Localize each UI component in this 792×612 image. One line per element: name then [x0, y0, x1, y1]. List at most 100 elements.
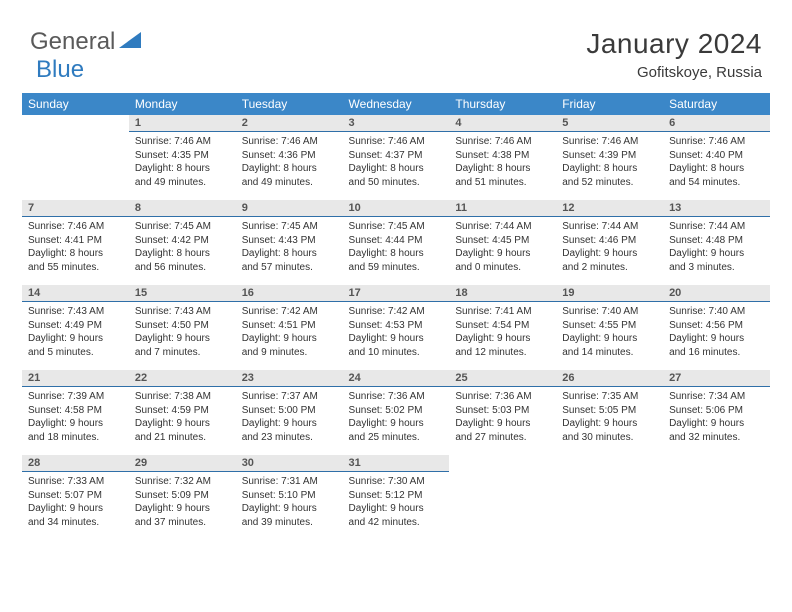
day-number: 14 [22, 285, 129, 302]
day-line: and 59 minutes. [349, 261, 444, 275]
day-line: and 42 minutes. [349, 516, 444, 530]
day-body: Sunrise: 7:46 AMSunset: 4:35 PMDaylight:… [129, 132, 236, 193]
day-line: Sunset: 5:02 PM [349, 404, 444, 418]
day-line: and 9 minutes. [242, 346, 337, 360]
day-line: Sunrise: 7:42 AM [242, 305, 337, 319]
day-number [449, 455, 556, 472]
day-line: Sunrise: 7:43 AM [28, 305, 123, 319]
day-body: Sunrise: 7:33 AMSunset: 5:07 PMDaylight:… [22, 472, 129, 533]
day-line: and 0 minutes. [455, 261, 550, 275]
day-body: Sunrise: 7:46 AMSunset: 4:40 PMDaylight:… [663, 132, 770, 193]
day-line: and 3 minutes. [669, 261, 764, 275]
day-line: Sunrise: 7:32 AM [135, 475, 230, 489]
day-number [556, 455, 663, 472]
day-line: Daylight: 9 hours [242, 332, 337, 346]
day-body: Sunrise: 7:42 AMSunset: 4:53 PMDaylight:… [343, 302, 450, 363]
day-line: Sunset: 4:39 PM [562, 149, 657, 163]
day-line: Sunset: 5:06 PM [669, 404, 764, 418]
day-line: Sunset: 5:12 PM [349, 489, 444, 503]
day-body [663, 472, 770, 479]
day-line: Sunrise: 7:46 AM [28, 220, 123, 234]
day-line: Sunset: 4:50 PM [135, 319, 230, 333]
day-line: Sunset: 5:03 PM [455, 404, 550, 418]
day-line: Daylight: 9 hours [455, 247, 550, 261]
calendar-cell: 15Sunrise: 7:43 AMSunset: 4:50 PMDayligh… [129, 285, 236, 370]
day-number: 12 [556, 200, 663, 217]
day-number: 20 [663, 285, 770, 302]
calendar-cell: 4Sunrise: 7:46 AMSunset: 4:38 PMDaylight… [449, 115, 556, 200]
day-number [22, 115, 129, 132]
calendar-cell: 16Sunrise: 7:42 AMSunset: 4:51 PMDayligh… [236, 285, 343, 370]
day-line: Sunrise: 7:45 AM [242, 220, 337, 234]
day-line: and 56 minutes. [135, 261, 230, 275]
day-body: Sunrise: 7:45 AMSunset: 4:44 PMDaylight:… [343, 217, 450, 278]
day-number: 5 [556, 115, 663, 132]
day-line: Sunrise: 7:46 AM [455, 135, 550, 149]
day-body [22, 132, 129, 139]
day-number: 10 [343, 200, 450, 217]
calendar-cell: 21Sunrise: 7:39 AMSunset: 4:58 PMDayligh… [22, 370, 129, 455]
calendar-cell: 3Sunrise: 7:46 AMSunset: 4:37 PMDaylight… [343, 115, 450, 200]
day-line: and 34 minutes. [28, 516, 123, 530]
day-body: Sunrise: 7:43 AMSunset: 4:50 PMDaylight:… [129, 302, 236, 363]
day-line: Daylight: 9 hours [135, 332, 230, 346]
day-line: Sunrise: 7:44 AM [562, 220, 657, 234]
day-line: Sunset: 4:48 PM [669, 234, 764, 248]
day-body: Sunrise: 7:46 AMSunset: 4:36 PMDaylight:… [236, 132, 343, 193]
day-number: 17 [343, 285, 450, 302]
logo: General [30, 28, 143, 56]
day-line: Daylight: 8 hours [669, 162, 764, 176]
calendar-cell: 31Sunrise: 7:30 AMSunset: 5:12 PMDayligh… [343, 455, 450, 540]
page-header: General January 2024 Gofitskoye, Russia [0, 0, 792, 87]
day-body [556, 472, 663, 479]
calendar-body: 1Sunrise: 7:46 AMSunset: 4:35 PMDaylight… [22, 115, 770, 540]
calendar-week: 7Sunrise: 7:46 AMSunset: 4:41 PMDaylight… [22, 200, 770, 285]
day-line: Daylight: 8 hours [242, 162, 337, 176]
calendar-cell [449, 455, 556, 540]
day-line: Sunrise: 7:31 AM [242, 475, 337, 489]
calendar-cell: 29Sunrise: 7:32 AMSunset: 5:09 PMDayligh… [129, 455, 236, 540]
day-line: and 30 minutes. [562, 431, 657, 445]
calendar-cell: 25Sunrise: 7:36 AMSunset: 5:03 PMDayligh… [449, 370, 556, 455]
day-line: Sunset: 4:44 PM [349, 234, 444, 248]
calendar-cell: 26Sunrise: 7:35 AMSunset: 5:05 PMDayligh… [556, 370, 663, 455]
day-line: Sunset: 4:45 PM [455, 234, 550, 248]
day-number: 25 [449, 370, 556, 387]
day-number: 31 [343, 455, 450, 472]
day-number: 19 [556, 285, 663, 302]
day-number: 18 [449, 285, 556, 302]
day-line: and 39 minutes. [242, 516, 337, 530]
logo-text-blue: Blue [36, 56, 84, 83]
day-line: and 49 minutes. [135, 176, 230, 190]
day-body: Sunrise: 7:46 AMSunset: 4:38 PMDaylight:… [449, 132, 556, 193]
day-line: and 27 minutes. [455, 431, 550, 445]
calendar-cell: 23Sunrise: 7:37 AMSunset: 5:00 PMDayligh… [236, 370, 343, 455]
day-body: Sunrise: 7:45 AMSunset: 4:42 PMDaylight:… [129, 217, 236, 278]
day-line: and 18 minutes. [28, 431, 123, 445]
day-body: Sunrise: 7:41 AMSunset: 4:54 PMDaylight:… [449, 302, 556, 363]
day-line: Sunset: 4:41 PM [28, 234, 123, 248]
calendar-cell: 5Sunrise: 7:46 AMSunset: 4:39 PMDaylight… [556, 115, 663, 200]
day-line: Sunrise: 7:46 AM [349, 135, 444, 149]
day-body: Sunrise: 7:44 AMSunset: 4:45 PMDaylight:… [449, 217, 556, 278]
day-number: 4 [449, 115, 556, 132]
day-line: Sunset: 5:00 PM [242, 404, 337, 418]
calendar-cell: 19Sunrise: 7:40 AMSunset: 4:55 PMDayligh… [556, 285, 663, 370]
day-line: Daylight: 8 hours [562, 162, 657, 176]
calendar-cell: 7 Sunrise: 7:46 AMSunset: 4:41 PMDaylight… [22, 200, 129, 285]
day-number: 7 [22, 200, 129, 217]
day-line: Sunrise: 7:35 AM [562, 390, 657, 404]
day-line: and 23 minutes. [242, 431, 337, 445]
day-line: Sunrise: 7:34 AM [669, 390, 764, 404]
calendar-cell: 6Sunrise: 7:46 AMSunset: 4:40 PMDaylight… [663, 115, 770, 200]
day-header: Friday [556, 93, 663, 115]
day-line: Daylight: 9 hours [455, 417, 550, 431]
day-line: Daylight: 8 hours [28, 247, 123, 261]
day-body: Sunrise: 7:34 AMSunset: 5:06 PMDaylight:… [663, 387, 770, 448]
day-header: Sunday [22, 93, 129, 115]
day-line: Sunset: 5:07 PM [28, 489, 123, 503]
day-line: and 12 minutes. [455, 346, 550, 360]
calendar-cell [663, 455, 770, 540]
day-line: Sunrise: 7:44 AM [669, 220, 764, 234]
day-line: Daylight: 9 hours [669, 247, 764, 261]
